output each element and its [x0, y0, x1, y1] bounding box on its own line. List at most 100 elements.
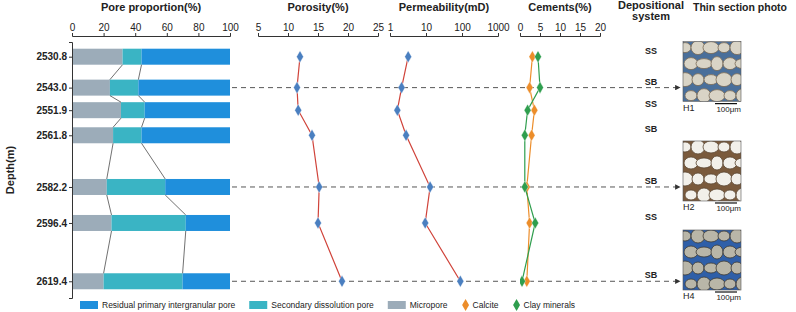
figure-root: 020406080100Pore proportion(%)2530.82543… — [0, 0, 796, 312]
grain — [731, 74, 741, 86]
grain — [685, 190, 697, 200]
column-title: Depositionalsystem — [618, 0, 684, 22]
tick: 2582.2 — [36, 182, 72, 193]
tick-label: 40 — [130, 22, 142, 33]
x-axis: 1101001000 — [388, 22, 510, 37]
tick-label: 0 — [70, 22, 76, 33]
series-line — [397, 57, 460, 282]
marker — [524, 104, 531, 116]
plot-area — [394, 51, 464, 288]
tick: 5 — [256, 22, 262, 36]
tick-label: 1 — [388, 22, 394, 33]
tick-label: 5 — [538, 22, 544, 33]
bar-segment — [186, 215, 230, 231]
grain — [735, 158, 741, 168]
tick-mark — [560, 33, 561, 36]
title-line: system — [632, 10, 670, 22]
tick-mark — [462, 33, 463, 36]
tick-label: 25 — [373, 22, 385, 33]
marker — [309, 129, 316, 141]
connector — [113, 118, 121, 127]
panel-title: Permeability(mD) — [399, 1, 490, 13]
thin-section-photo — [683, 42, 741, 102]
tick-mark — [426, 33, 427, 36]
grain — [716, 261, 732, 275]
tick: 10 — [283, 22, 295, 36]
series-line — [297, 57, 342, 282]
tick-mark — [288, 33, 289, 36]
marker — [520, 275, 525, 287]
grain — [730, 42, 741, 55]
connector — [107, 143, 113, 179]
grain — [683, 142, 691, 152]
tick: 80 — [193, 22, 205, 36]
plot-area — [520, 51, 543, 288]
grain — [692, 173, 704, 185]
scale-label: 100μm — [716, 105, 741, 114]
marker — [526, 82, 533, 94]
bar-segment — [72, 215, 112, 231]
tick-label: 2530.8 — [36, 51, 67, 62]
tick: 15 — [575, 22, 587, 36]
axis-line — [391, 33, 499, 37]
depositional-label: SB — [645, 270, 658, 280]
tick: 2619.4 — [36, 276, 72, 287]
tick-mark — [69, 187, 72, 188]
tick-mark — [348, 33, 349, 36]
connector — [110, 96, 121, 103]
tick-label: 100 — [222, 22, 239, 33]
tick: 10 — [421, 22, 433, 36]
marker — [532, 217, 539, 229]
dashed-arrow — [232, 281, 680, 282]
marker — [398, 82, 405, 94]
tick-label: 2582.2 — [36, 182, 67, 193]
x-axis: 0 20 40 60 80 100 — [70, 22, 240, 37]
grain — [709, 278, 725, 290]
grain — [730, 230, 741, 243]
grain — [736, 89, 741, 102]
bar-segment — [123, 49, 142, 65]
tick: 100 — [222, 22, 239, 36]
tick-mark — [167, 33, 168, 36]
tick-mark — [198, 33, 199, 36]
tick-mark — [69, 88, 72, 89]
grain — [730, 141, 741, 154]
legend-label: Residual primary intergranular pore — [102, 300, 236, 310]
tick-mark — [104, 33, 105, 36]
bar-segment — [145, 102, 230, 118]
marker — [394, 104, 401, 116]
thin-section-photo — [683, 230, 741, 290]
bar-segment — [138, 80, 230, 96]
bar-segment — [165, 179, 230, 195]
tick: 1000 — [487, 22, 510, 36]
tick: 20 — [99, 22, 111, 36]
bar-segment — [72, 179, 107, 195]
tick: 2561.8 — [36, 130, 72, 141]
tick-mark — [135, 33, 136, 36]
tick-label: 20 — [595, 22, 607, 33]
photo-label: H4 — [683, 291, 695, 301]
marker — [422, 217, 429, 229]
grain — [703, 42, 719, 54]
grain — [692, 262, 704, 274]
grain — [696, 247, 712, 257]
tick: 0 — [518, 22, 524, 36]
grain — [731, 173, 741, 185]
connector — [107, 195, 112, 215]
legend-label: Clay minerals — [524, 300, 576, 310]
tick-label: 15 — [575, 22, 587, 33]
tick: 10 — [555, 22, 567, 36]
depositional-label: SS — [645, 99, 657, 109]
legend-swatch — [388, 301, 406, 309]
column-title: Thin section photo — [693, 1, 787, 13]
grain — [724, 91, 736, 101]
grain — [703, 141, 719, 153]
tick: 2530.8 — [36, 51, 72, 62]
connector — [138, 65, 141, 80]
tick-mark — [390, 33, 391, 36]
legend-swatch — [513, 299, 520, 311]
tick-label: 60 — [162, 22, 174, 33]
grain — [711, 57, 723, 71]
grain — [718, 231, 730, 241]
grain — [692, 74, 704, 86]
